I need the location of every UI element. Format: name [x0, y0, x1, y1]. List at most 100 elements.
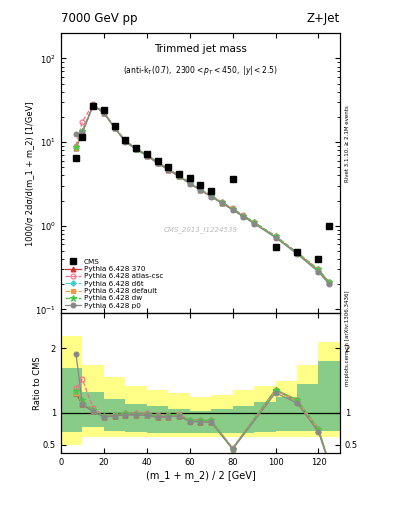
- Pythia 6.428 p0: [80, 130, 85, 136]
- Pythia 6.428 370: [316, 268, 321, 274]
- Pythia 6.428 dw: [134, 145, 138, 152]
- Pythia 6.428 d6t: [230, 206, 235, 212]
- Pythia 6.428 d6t: [112, 124, 117, 131]
- CMS: [166, 164, 171, 170]
- Pythia 6.428 p0: [209, 194, 213, 200]
- Pythia 6.428 default: [144, 152, 149, 158]
- CMS: [80, 134, 85, 140]
- Pythia 6.428 atlas-csc: [230, 205, 235, 211]
- Line: Pythia 6.428 default: Pythia 6.428 default: [74, 103, 331, 284]
- X-axis label: (m_1 + m_2) / 2 [GeV]: (m_1 + m_2) / 2 [GeV]: [145, 470, 255, 481]
- Line: Pythia 6.428 p0: Pythia 6.428 p0: [73, 103, 332, 287]
- Pythia 6.428 p0: [134, 146, 138, 153]
- CMS: [91, 103, 95, 109]
- CMS: [295, 249, 299, 255]
- Pythia 6.428 d6t: [166, 166, 171, 172]
- Pythia 6.428 atlas-csc: [187, 179, 192, 185]
- Pythia 6.428 dw: [252, 219, 257, 225]
- Pythia 6.428 atlas-csc: [176, 173, 181, 179]
- Pythia 6.428 d6t: [123, 138, 128, 144]
- Pythia 6.428 atlas-csc: [209, 193, 213, 199]
- Pythia 6.428 dw: [91, 101, 95, 108]
- Pythia 6.428 dw: [327, 280, 332, 286]
- Pythia 6.428 default: [80, 129, 85, 135]
- Pythia 6.428 d6t: [101, 110, 106, 116]
- Pythia 6.428 p0: [123, 138, 128, 144]
- Pythia 6.428 default: [187, 180, 192, 186]
- Pythia 6.428 370: [80, 130, 85, 136]
- Pythia 6.428 dw: [198, 186, 203, 193]
- Pythia 6.428 d6t: [80, 128, 85, 134]
- Pythia 6.428 dw: [112, 124, 117, 131]
- Text: Trimmed jet mass: Trimmed jet mass: [154, 45, 247, 54]
- CMS: [209, 188, 213, 194]
- CMS: [273, 244, 278, 250]
- Pythia 6.428 d6t: [241, 213, 246, 219]
- Pythia 6.428 default: [123, 138, 128, 144]
- Pythia 6.428 atlas-csc: [295, 249, 299, 255]
- Pythia 6.428 default: [176, 173, 181, 179]
- Line: Pythia 6.428 d6t: Pythia 6.428 d6t: [74, 103, 331, 284]
- Pythia 6.428 370: [198, 187, 203, 193]
- CMS: [73, 155, 78, 161]
- Pythia 6.428 370: [112, 125, 117, 131]
- CMS: [101, 107, 106, 113]
- Pythia 6.428 atlas-csc: [327, 280, 332, 286]
- Line: Pythia 6.428 dw: Pythia 6.428 dw: [73, 101, 332, 286]
- Pythia 6.428 d6t: [252, 220, 257, 226]
- Pythia 6.428 d6t: [327, 280, 332, 286]
- Pythia 6.428 p0: [166, 166, 171, 173]
- Pythia 6.428 370: [230, 206, 235, 212]
- Pythia 6.428 d6t: [176, 173, 181, 179]
- Pythia 6.428 dw: [176, 173, 181, 179]
- Pythia 6.428 p0: [73, 131, 78, 137]
- Pythia 6.428 default: [295, 250, 299, 256]
- Pythia 6.428 default: [327, 280, 332, 286]
- Pythia 6.428 atlas-csc: [166, 166, 171, 172]
- Pythia 6.428 dw: [273, 233, 278, 239]
- Pythia 6.428 atlas-csc: [91, 100, 95, 106]
- Pythia 6.428 dw: [155, 159, 160, 165]
- Pythia 6.428 370: [155, 160, 160, 166]
- Pythia 6.428 d6t: [91, 102, 95, 108]
- Pythia 6.428 dw: [316, 266, 321, 272]
- Text: Rivet 3.1.10, ≥ 2.1M events: Rivet 3.1.10, ≥ 2.1M events: [345, 105, 350, 182]
- Pythia 6.428 atlas-csc: [112, 124, 117, 130]
- Pythia 6.428 default: [134, 146, 138, 152]
- Pythia 6.428 d6t: [220, 200, 224, 206]
- Pythia 6.428 370: [73, 145, 78, 151]
- Pythia 6.428 p0: [91, 102, 95, 109]
- Pythia 6.428 370: [273, 234, 278, 240]
- CMS: [134, 145, 138, 151]
- Pythia 6.428 default: [73, 145, 78, 151]
- Line: Pythia 6.428 atlas-csc: Pythia 6.428 atlas-csc: [73, 101, 332, 285]
- Pythia 6.428 p0: [155, 160, 160, 166]
- Pythia 6.428 atlas-csc: [220, 199, 224, 205]
- Pythia 6.428 default: [230, 206, 235, 212]
- Pythia 6.428 p0: [241, 214, 246, 220]
- CMS: [155, 158, 160, 164]
- Pythia 6.428 d6t: [273, 233, 278, 240]
- CMS: [123, 137, 128, 143]
- CMS: [327, 223, 332, 229]
- Pythia 6.428 d6t: [144, 152, 149, 158]
- Pythia 6.428 atlas-csc: [273, 233, 278, 239]
- Pythia 6.428 atlas-csc: [123, 137, 128, 143]
- Pythia 6.428 370: [176, 173, 181, 179]
- Text: 7000 GeV pp: 7000 GeV pp: [61, 12, 138, 25]
- Pythia 6.428 dw: [230, 206, 235, 212]
- Pythia 6.428 atlas-csc: [73, 143, 78, 149]
- Pythia 6.428 370: [209, 194, 213, 200]
- Pythia 6.428 d6t: [155, 159, 160, 165]
- CMS: [230, 176, 235, 182]
- Pythia 6.428 default: [273, 233, 278, 240]
- Pythia 6.428 dw: [73, 144, 78, 150]
- Pythia 6.428 370: [295, 250, 299, 256]
- Pythia 6.428 d6t: [209, 193, 213, 199]
- Pythia 6.428 p0: [187, 181, 192, 187]
- Pythia 6.428 atlas-csc: [101, 109, 106, 115]
- Pythia 6.428 p0: [220, 200, 224, 206]
- Pythia 6.428 dw: [187, 180, 192, 186]
- Pythia 6.428 dw: [209, 193, 213, 199]
- Pythia 6.428 default: [155, 160, 160, 166]
